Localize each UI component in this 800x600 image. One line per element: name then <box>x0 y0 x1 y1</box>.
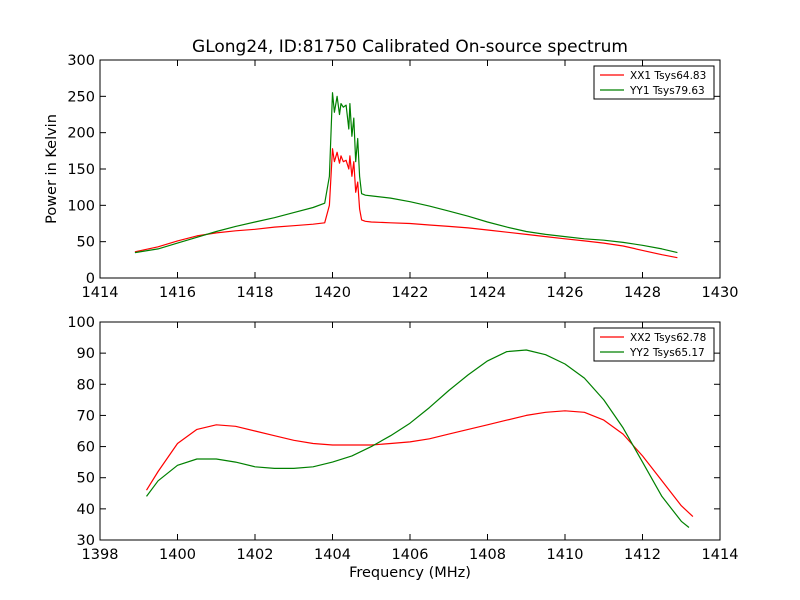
top-x-tick-label: 1422 <box>392 285 429 301</box>
chart-title: GLong24, ID:81750 Calibrated On-source s… <box>192 37 628 57</box>
top-y-tick-label: 300 <box>67 53 95 69</box>
top-x-tick-label: 1420 <box>314 285 351 301</box>
bottom-y-tick-label: 30 <box>77 533 95 549</box>
top-legend: XX1 Tsys64.83 YY1 Tsys79.63 <box>593 65 715 100</box>
bottom-y-tick-label: 60 <box>77 440 95 456</box>
bottom-panel: 1398 1400 1402 1404 1406 1408 1410 1412 1414 30 40… <box>67 315 738 581</box>
bottom-y-tick-label: 70 <box>77 408 95 424</box>
bottom-x-tick-label: 1400 <box>159 547 196 563</box>
bottom-series-line-1 <box>145 410 694 518</box>
bottom-x-tick-label: 1412 <box>624 547 661 563</box>
bottom-legend: XX2 Tsys62.78 YY2 Tsys65.17 <box>593 327 715 362</box>
bottom-x-tick-label: 1414 <box>702 547 739 563</box>
top-y-tick-label: 100 <box>67 198 95 214</box>
bottom-series-line-2 <box>146 349 690 528</box>
top-x-tick-label: 1426 <box>547 285 584 301</box>
top-y-tick-label: 250 <box>67 89 95 105</box>
top-ticks: 1414 1416 1418 1420 1422 1424 1426 1428 1430 0 50 1… <box>67 53 738 301</box>
top-x-tick-label: 1424 <box>469 285 506 301</box>
top-x-tick-label: 1416 <box>159 285 196 301</box>
bottom-x-tick-label: 1398 <box>82 547 119 563</box>
bottom-x-axis-label: Frequency (MHz) <box>349 565 471 581</box>
bottom-y-tick-label: 40 <box>77 502 95 518</box>
bottom-y-tick-label: 100 <box>67 315 95 331</box>
bottom-y-tick-label: 90 <box>77 346 95 362</box>
bottom-x-tick-label: 1410 <box>547 547 584 563</box>
top-y-tick-label: 150 <box>67 162 95 178</box>
bottom-legend-label-1: XX2 Tsys62.78 <box>630 332 706 344</box>
top-y-tick-label: 0 <box>86 271 95 287</box>
top-x-tick-label: 1428 <box>624 285 661 301</box>
top-series-line-2 <box>134 92 678 254</box>
bottom-legend-label-2: YY2 Tsys65.17 <box>629 347 705 359</box>
bottom-x-tick-label: 1408 <box>469 547 506 563</box>
top-panel: GLong24, ID:81750 Calibrated On-source s… <box>44 37 738 301</box>
top-series <box>134 92 678 259</box>
bottom-y-tick-label: 80 <box>77 377 95 393</box>
top-x-tick-label: 1414 <box>82 285 119 301</box>
top-y-axis-label: Power in Kelvin <box>44 114 60 224</box>
bottom-y-tick-label: 50 <box>77 471 95 487</box>
bottom-series <box>145 349 694 528</box>
bottom-x-tick-label: 1406 <box>392 547 429 563</box>
bottom-x-tick-label: 1404 <box>314 547 351 563</box>
top-x-tick-label: 1430 <box>702 285 739 301</box>
top-series-line-1 <box>134 148 678 259</box>
top-x-tick-label: 1418 <box>237 285 274 301</box>
top-y-tick-label: 50 <box>77 235 95 251</box>
top-legend-label-2: YY1 Tsys79.63 <box>629 85 705 97</box>
top-y-tick-label: 200 <box>67 126 95 142</box>
top-legend-box <box>593 65 715 100</box>
top-legend-label-1: XX1 Tsys64.83 <box>630 70 706 82</box>
bottom-ticks: 1398 1400 1402 1404 1406 1408 1410 1412 1414 30 40… <box>67 315 738 563</box>
bottom-legend-box <box>593 327 715 362</box>
bottom-x-tick-label: 1402 <box>237 547 274 563</box>
